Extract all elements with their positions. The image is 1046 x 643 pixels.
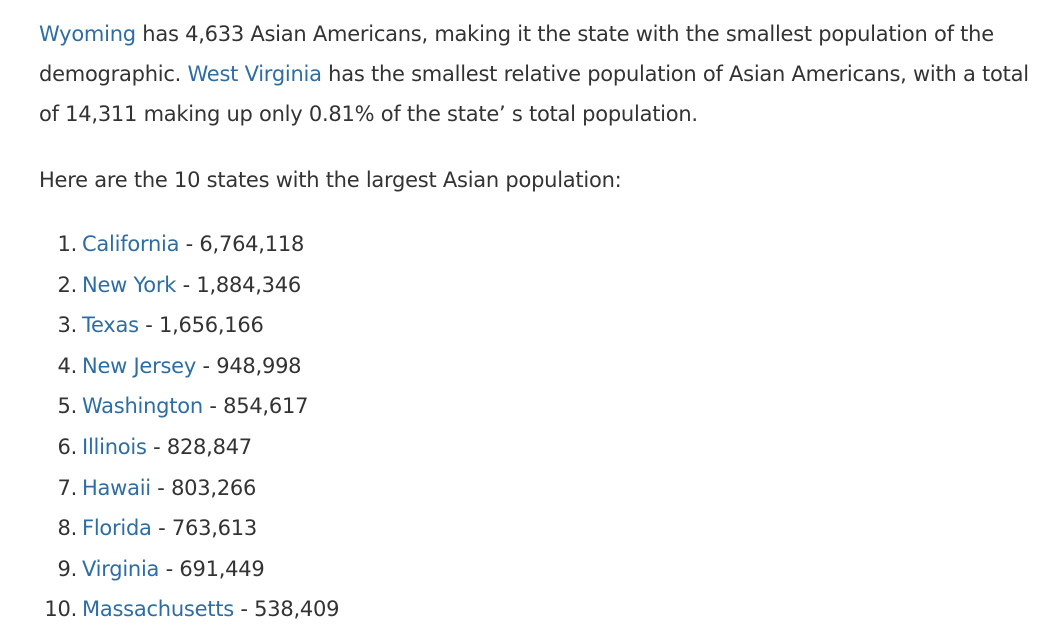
summary-text-1: has 4,633 Asian Americans, making it the… [39,22,994,86]
list-item-number: 9. [57,556,77,581]
list-item: 3. Texas - 1,656,166 [39,305,1029,346]
state-value: 1,656,166 [159,313,264,338]
state-link-new-york[interactable]: New York [82,272,177,297]
state-link-washington[interactable]: Washington [82,394,203,419]
list-separator: - [151,516,172,541]
list-separator: - [146,434,167,459]
list-item-number: 10. [44,597,77,622]
state-link-california[interactable]: California [82,232,180,256]
list-item-number: 2. [57,272,77,297]
list-separator: - [150,475,172,500]
list-item-number: 8. [57,516,77,541]
list-separator: - [202,394,224,419]
list-separator: - [159,556,180,581]
state-value: 828,847 [166,434,252,459]
list-item: 4. New Jersey - 948,998 [39,346,1029,387]
list-item-number: 3. [57,313,77,338]
state-link-virginia[interactable]: Virginia [82,556,160,581]
list-item-number: 5. [57,394,77,419]
state-link-massachusetts[interactable]: Massachusetts [82,597,234,622]
list-item: 5. Washington - 854,617 [39,386,1029,427]
state-value: 6,764,118 [199,232,305,256]
list-item: 2. New York - 1,884,346 [39,265,1029,306]
list-item: 8. Florida - 763,613 [39,508,1029,549]
state-value: 763,613 [171,516,257,541]
list-separator: - [233,597,255,622]
summary-text-2: has the smallest relative population of … [39,62,1029,126]
list-item-number: 7. [57,475,77,500]
list-separator: - [176,272,197,297]
state-value: 538,409 [254,597,340,622]
list-item-number: 6. [57,434,77,459]
state-list: 1. California - 6,764,118 2. New York - 1,… [39,224,1029,630]
state-value: 1,884,346 [196,272,301,297]
list-separator: - [138,313,159,338]
list-item-number: 4. [57,353,77,378]
list-item: 6. Illinois - 828,847 [39,427,1029,468]
state-link-new-jersey[interactable]: New Jersey [82,353,197,378]
state-link-texas[interactable]: Texas [82,313,139,338]
state-value: 948,998 [216,353,302,378]
list-separator: - [179,232,200,256]
west-virginia-link[interactable]: West Virginia [187,62,322,86]
list-separator: - [196,353,217,378]
list-item: 1. California - 6,764,118 [39,224,1029,265]
state-value: 691,449 [179,556,265,581]
state-value: 854,617 [223,394,309,419]
list-item-number: 1. [57,232,77,256]
list-item: 7. Hawaii - 803,266 [39,468,1029,509]
state-link-illinois[interactable]: Illinois [82,434,147,459]
list-item: 10. Massachusetts - 538,409 [39,589,1029,630]
wyoming-link[interactable]: Wyoming [39,22,136,46]
list-intro: Here are the 10 states with the largest … [39,168,622,192]
state-link-hawaii[interactable]: Hawaii [82,475,151,500]
summary-paragraph: Wyoming has 4,633 Asian Americans, makin… [39,14,1029,134]
article-content: Wyoming has 4,633 Asian Americans, makin… [39,14,1029,630]
state-link-florida[interactable]: Florida [82,516,152,541]
list-item: 9. Virginia - 691,449 [39,549,1029,590]
state-value: 803,266 [171,475,257,500]
